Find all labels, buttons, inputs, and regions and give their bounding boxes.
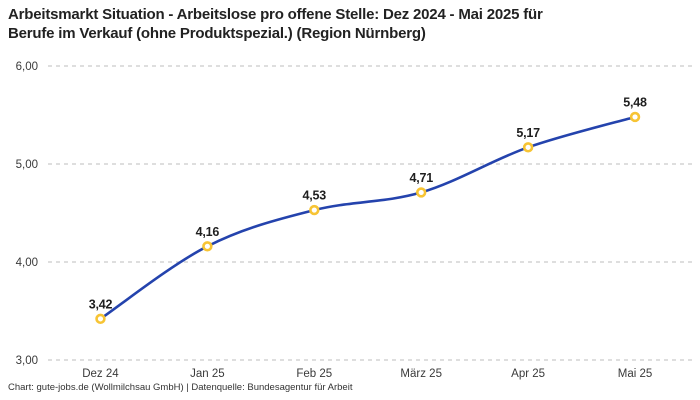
x-axis-tick-label: März 25 — [400, 368, 442, 380]
data-point-marker — [309, 204, 320, 216]
data-point-marker — [202, 241, 213, 252]
chart-title: Arbeitsmarkt Situation - Arbeitslose pro… — [8, 5, 668, 43]
y-axis-tick-label: 6,00 — [16, 61, 38, 73]
data-point-marker — [416, 187, 427, 198]
chart-title-line-2: Berufe im Verkauf (ohne Produktspezial.)… — [8, 25, 426, 42]
series-line — [99, 115, 637, 321]
line-chart: 3,00 4,00 5,00 6,00 Dez 24 Jan 25 Feb 25 März 2… — [16, 61, 692, 380]
data-point-marker — [522, 142, 534, 153]
x-axis-tick-label: Apr 25 — [511, 368, 545, 380]
x-axis-tick-label: Jan 25 — [190, 368, 225, 380]
data-point-value-label: 5,17 — [516, 126, 540, 140]
data-point-value-label: 3,42 — [89, 297, 113, 311]
data-point-value-label: 4,16 — [196, 225, 220, 239]
data-point-value-label: 4,71 — [409, 171, 433, 185]
y-axis-tick-label: 4,00 — [16, 257, 38, 269]
y-axis-tick-label: 3,00 — [16, 355, 38, 367]
chart-title-line-1: Arbeitsmarkt Situation - Arbeitslose pro… — [8, 6, 543, 23]
chart-source-credit: Chart: gute-jobs.de (Wollmilchsau GmbH) … — [8, 382, 353, 393]
data-point-value-label: 5,48 — [623, 95, 647, 109]
x-axis-tick-label: Mai 25 — [618, 368, 653, 380]
x-axis-tick-label: Feb 25 — [296, 368, 332, 380]
x-axis-tick-label: Dez 24 — [82, 368, 119, 380]
y-axis-tick-label: 5,00 — [16, 159, 38, 171]
data-point-marker — [95, 313, 106, 325]
data-point-marker — [629, 111, 641, 123]
data-point-value-label: 4,53 — [303, 189, 327, 203]
